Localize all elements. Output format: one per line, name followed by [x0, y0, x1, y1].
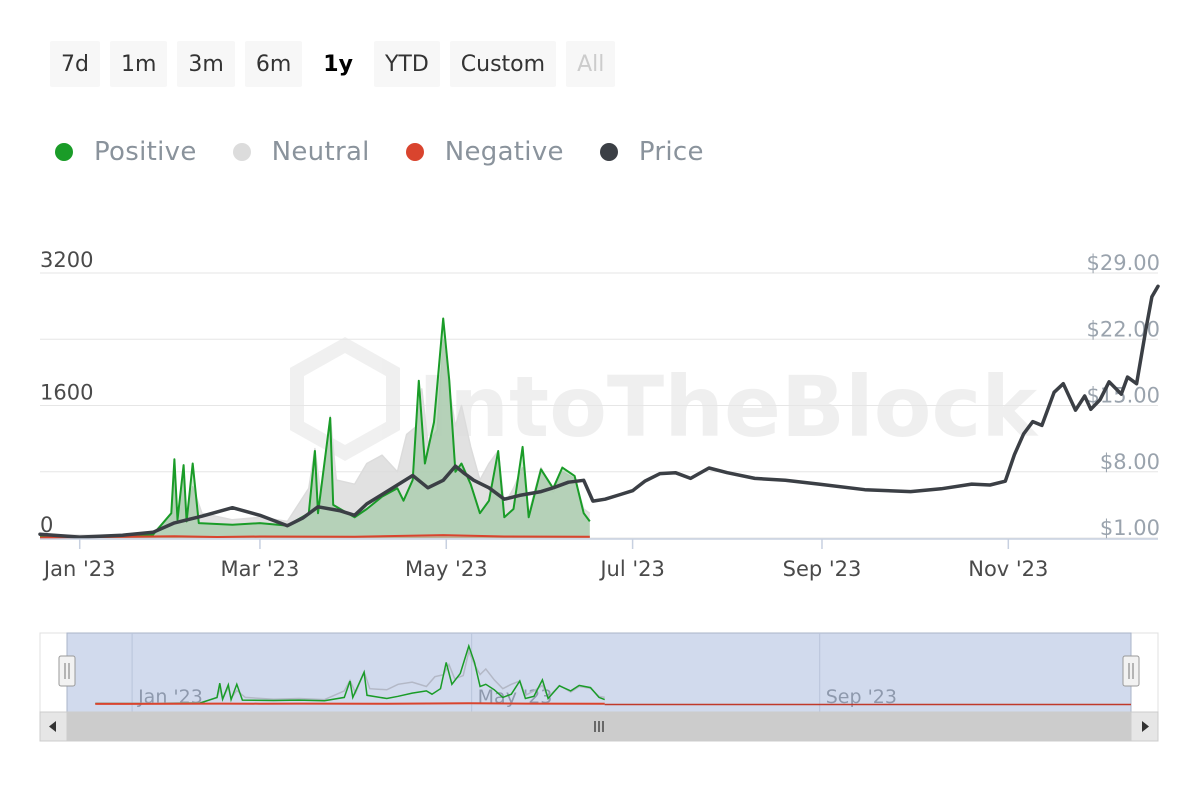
navigator-handle-right[interactable] — [1122, 655, 1140, 687]
x-tick-label: Mar '23 — [221, 557, 300, 581]
arrow-left-icon — [49, 721, 56, 732]
range-button-all: All — [566, 41, 616, 87]
range-button-custom[interactable]: Custom — [449, 41, 557, 87]
legend-label-neutral: Neutral — [271, 137, 370, 167]
legend-item-negative[interactable]: Negative — [405, 137, 564, 167]
series-line-negative — [39, 534, 590, 539]
range-selector: 7d 1m 3m 6m 1y YTD Custom All — [50, 41, 616, 87]
x-tick-label: Jan '23 — [42, 557, 116, 581]
x-tick-label: Jul '23 — [598, 557, 665, 581]
series-area-neutral — [40, 339, 590, 538]
legend-item-positive[interactable]: Positive — [55, 137, 197, 167]
series-line-positive — [39, 317, 591, 538]
legend-label-price: Price — [638, 137, 704, 167]
legend-marker-neutral — [232, 143, 251, 161]
range-button-7d[interactable]: 7d — [50, 41, 100, 87]
navigator-tick-label: Sep '23 — [826, 686, 897, 708]
range-button-1y[interactable]: 1y — [312, 41, 364, 87]
y-right-tick-label: $29.00 — [1087, 251, 1160, 275]
watermark: IntoTheBlock — [290, 336, 1039, 462]
range-button-6m[interactable]: 6m — [244, 41, 303, 87]
navigator-selection — [66, 632, 1132, 713]
series-line-price — [38, 284, 1160, 539]
legend-marker-price — [599, 143, 618, 161]
legend-item-price[interactable]: Price — [599, 137, 704, 167]
y-right-tick-label: $1.00 — [1100, 516, 1160, 540]
y-left-tick-label: 3200 — [40, 248, 93, 272]
legend-label-positive: Positive — [94, 137, 197, 167]
legend-item-neutral[interactable]: Neutral — [232, 137, 370, 167]
x-tick-label: Nov '23 — [968, 557, 1048, 581]
x-tick-label: Sep '23 — [783, 557, 862, 581]
chart-legend: Positive Neutral Negative Price — [55, 130, 740, 174]
x-tick-label: May '23 — [405, 557, 488, 581]
handle-body — [58, 655, 76, 687]
navigator-handle-left[interactable] — [58, 655, 76, 687]
navigator-series-positive — [95, 643, 605, 705]
range-button-ytd[interactable]: YTD — [373, 41, 440, 87]
legend-marker-positive — [55, 143, 73, 161]
watermark-logo-icon — [290, 336, 400, 462]
range-button-3m[interactable]: 3m — [177, 41, 235, 87]
y-left-tick-label: 1600 — [40, 381, 93, 405]
range-button-1m[interactable]: 1m — [109, 41, 168, 87]
arrow-right-icon — [1142, 721, 1149, 732]
navigator-series-negative — [95, 702, 605, 705]
watermark-text: IntoTheBlock — [418, 358, 1039, 456]
series-area-positive — [40, 318, 590, 538]
y-right-tick-label: $8.00 — [1100, 450, 1160, 474]
y-left-tick-label: 0 — [40, 513, 53, 537]
handle-body — [1122, 655, 1140, 687]
legend-label-negative: Negative — [444, 137, 564, 167]
legend-marker-negative — [405, 143, 424, 161]
